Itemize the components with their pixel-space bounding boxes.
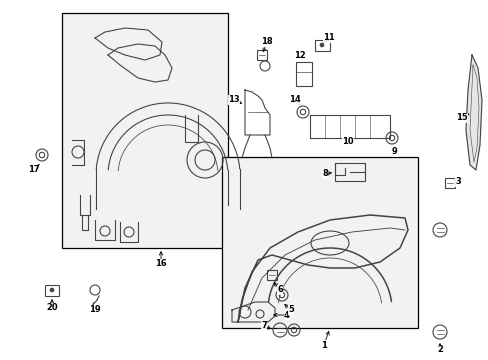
Circle shape [319,43,324,47]
Text: 7: 7 [261,321,266,330]
Text: 4: 4 [284,310,289,320]
Text: 15: 15 [455,113,467,122]
Bar [444,178,454,188]
Text: 3: 3 [454,177,460,186]
Text: 9: 9 [391,148,397,157]
Text: 1: 1 [321,341,326,350]
Bar [222,157,417,328]
Circle shape [50,288,54,292]
Text: 8: 8 [322,170,327,179]
Bar [314,40,329,50]
Bar [62,13,227,248]
Text: 19: 19 [89,306,101,315]
Text: 18: 18 [261,37,272,46]
Text: 12: 12 [293,51,305,60]
Text: 20: 20 [46,303,58,312]
Text: 10: 10 [342,138,353,147]
Bar [334,163,364,181]
Polygon shape [465,55,481,170]
Text: 6: 6 [277,285,283,294]
Text: 2: 2 [436,346,442,355]
Text: 13: 13 [228,95,239,104]
Text: 5: 5 [287,306,293,315]
Text: 11: 11 [323,33,334,42]
Text: 16: 16 [155,260,166,269]
Bar [266,270,276,280]
Bar [295,62,311,86]
Text: 14: 14 [288,95,300,104]
Bar [45,284,59,296]
Bar [257,50,266,60]
Text: 17: 17 [28,166,40,175]
